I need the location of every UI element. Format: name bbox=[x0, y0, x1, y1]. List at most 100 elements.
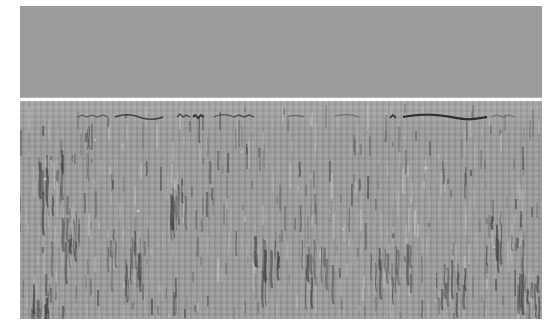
dark-vertical-streak bbox=[514, 269, 517, 297]
dark-vertical-streak bbox=[199, 256, 202, 266]
dark-vertical-streak bbox=[245, 143, 248, 155]
dark-vertical-streak bbox=[483, 261, 486, 278]
dense-texture-cluster bbox=[532, 297, 536, 319]
light-vertical-streak bbox=[243, 304, 246, 312]
dark-vertical-streak bbox=[226, 176, 229, 200]
dark-vertical-streak bbox=[200, 219, 204, 233]
dark-vertical-streak bbox=[198, 115, 201, 144]
dark-vertical-streak bbox=[404, 149, 408, 175]
dense-texture-cluster bbox=[110, 246, 113, 285]
dark-vertical-streak bbox=[403, 103, 406, 114]
light-vertical-streak bbox=[262, 131, 265, 151]
light-vertical-streak bbox=[205, 139, 208, 151]
dense-texture-cluster bbox=[443, 283, 447, 300]
light-vertical-streak bbox=[401, 274, 405, 288]
dense-texture-cluster bbox=[69, 237, 73, 267]
dark-vertical-streak bbox=[210, 187, 214, 201]
dark-vertical-streak bbox=[135, 271, 139, 289]
light-vertical-streak bbox=[267, 148, 271, 164]
light-vertical-streak bbox=[72, 234, 75, 242]
light-vertical-streak bbox=[413, 210, 417, 237]
light-vertical-streak bbox=[375, 195, 377, 222]
dense-texture-cluster bbox=[507, 240, 512, 273]
light-vertical-streak bbox=[254, 222, 257, 232]
dark-vertical-streak bbox=[356, 247, 359, 258]
light-vertical-streak bbox=[252, 258, 256, 274]
dense-texture-cluster bbox=[313, 239, 317, 280]
dense-texture-cluster bbox=[510, 234, 514, 252]
dense-texture-cluster bbox=[514, 238, 518, 252]
light-vertical-streak bbox=[229, 208, 232, 234]
dense-texture-cluster bbox=[69, 207, 73, 245]
dark-vertical-streak bbox=[263, 142, 266, 170]
dense-texture-cluster bbox=[378, 259, 383, 301]
dense-texture-cluster bbox=[38, 161, 43, 200]
dense-texture-cluster bbox=[38, 308, 42, 319]
dense-texture-cluster bbox=[51, 195, 55, 217]
light-vertical-streak bbox=[421, 181, 423, 200]
dense-texture-cluster bbox=[137, 253, 141, 281]
dense-texture-cluster bbox=[175, 196, 178, 232]
dense-texture-cluster bbox=[269, 250, 274, 289]
dense-texture-cluster bbox=[537, 296, 541, 319]
dense-texture-cluster bbox=[406, 244, 410, 286]
light-vertical-streak bbox=[137, 231, 141, 257]
dark-vertical-streak bbox=[359, 143, 363, 156]
light-vertical-streak bbox=[154, 309, 157, 317]
dense-texture-cluster bbox=[495, 224, 499, 262]
texture-overlay bbox=[20, 103, 542, 319]
light-vertical-streak bbox=[409, 197, 412, 203]
dense-texture-cluster bbox=[324, 258, 329, 291]
light-vertical-streak bbox=[359, 239, 363, 259]
dense-texture-cluster bbox=[254, 250, 258, 268]
light-vertical-streak bbox=[405, 125, 408, 144]
dense-texture-cluster bbox=[490, 216, 494, 231]
light-vertical-streak bbox=[113, 158, 116, 165]
dark-vertical-streak bbox=[421, 299, 424, 319]
light-vertical-streak bbox=[167, 219, 170, 243]
dense-texture-cluster bbox=[391, 277, 395, 305]
dense-texture-cluster bbox=[526, 288, 530, 305]
dark-vertical-streak bbox=[185, 295, 188, 308]
light-vertical-streak bbox=[201, 230, 205, 255]
light-vertical-streak bbox=[301, 215, 304, 228]
light-vertical-streak bbox=[354, 181, 358, 194]
dense-texture-cluster bbox=[35, 312, 38, 319]
dark-vertical-streak bbox=[71, 154, 74, 163]
dense-texture-cluster bbox=[68, 233, 71, 268]
dense-texture-cluster bbox=[499, 211, 502, 225]
dense-texture-cluster bbox=[374, 262, 378, 292]
light-vertical-streak bbox=[122, 143, 125, 151]
light-vertical-streak bbox=[216, 258, 220, 283]
dense-texture-cluster bbox=[396, 249, 401, 286]
light-vertical-streak bbox=[55, 160, 58, 166]
dense-texture-cluster bbox=[256, 253, 259, 269]
dark-vertical-streak bbox=[358, 178, 362, 192]
dense-texture-cluster bbox=[69, 238, 73, 255]
light-vertical-streak bbox=[304, 308, 307, 319]
dense-texture-cluster bbox=[41, 191, 45, 236]
dense-texture-cluster bbox=[314, 260, 317, 285]
dark-vertical-streak bbox=[72, 218, 75, 225]
dark-vertical-streak bbox=[44, 273, 48, 297]
light-vertical-streak bbox=[27, 174, 30, 192]
dark-vertical-streak bbox=[391, 232, 395, 239]
dense-texture-cluster bbox=[457, 262, 462, 275]
dark-vertical-streak bbox=[41, 125, 45, 137]
dense-texture-cluster bbox=[251, 263, 256, 293]
light-vertical-streak bbox=[351, 240, 355, 268]
dense-texture-cluster bbox=[527, 274, 531, 300]
dense-texture-cluster bbox=[130, 234, 134, 264]
dense-texture-cluster bbox=[309, 254, 313, 279]
light-vertical-streak bbox=[25, 205, 28, 226]
dense-texture-cluster bbox=[258, 266, 261, 286]
dense-texture-cluster bbox=[314, 249, 317, 276]
light-vertical-streak bbox=[394, 183, 398, 202]
dense-texture-cluster bbox=[516, 284, 521, 315]
light-vertical-streak bbox=[261, 252, 263, 265]
dark-vertical-streak bbox=[299, 204, 302, 233]
dense-texture-cluster bbox=[303, 247, 306, 277]
dense-texture-cluster bbox=[262, 238, 265, 281]
light-vertical-streak bbox=[402, 134, 405, 141]
